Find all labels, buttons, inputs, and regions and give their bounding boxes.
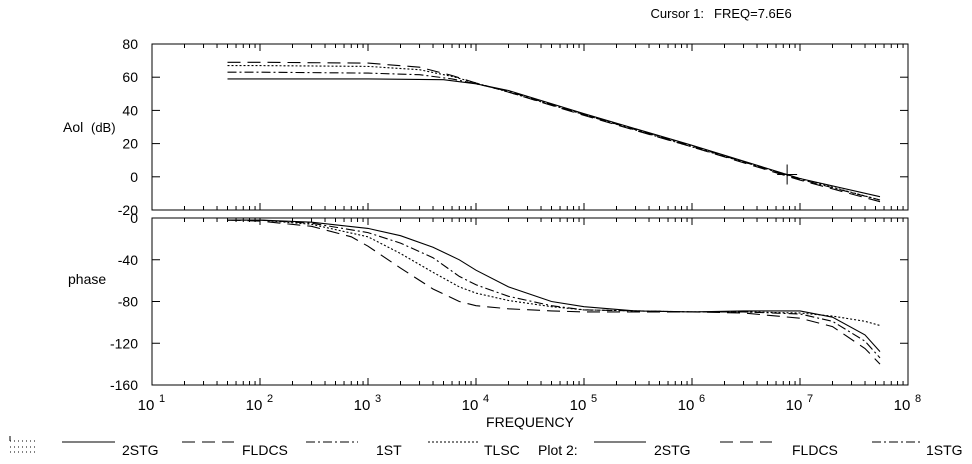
phase-y-tick-label: -80 <box>118 294 138 310</box>
phase-series-tlsc <box>227 219 881 327</box>
x-tick-label: 10 <box>138 397 155 414</box>
x-tick-label: 10 <box>894 397 911 414</box>
gain-y-tick-labels: 80 60 40 20 0 -20 <box>118 36 138 218</box>
x-tick-exponent: 6 <box>699 393 705 405</box>
legend: 2STG FLDCS 1ST TLSC Plot 2: 2STG FLDCS 1… <box>9 436 963 458</box>
phase-panel: 0 -40 -80 -120 -160 phase 10 1 10 2 10 3 10 4 10 5 10 6… <box>68 210 921 430</box>
gain-series-fldcs <box>227 61 881 203</box>
cursor-readout: FREQ=7.6E6 <box>714 6 792 21</box>
cursor-crosshair <box>777 164 798 185</box>
phase-ylabel: phase <box>68 271 106 287</box>
cursor-label: Cursor 1: <box>651 6 704 21</box>
x-tick-exponent: 7 <box>807 393 813 405</box>
phase-y-tick-label: -120 <box>110 335 138 351</box>
legend-plot2-label: Plot 2: <box>538 442 578 458</box>
legend-label-plot2-fldcs: FLDCS <box>792 442 838 458</box>
gain-y-tick-label: 40 <box>122 102 138 118</box>
legend-label-tlsc: TLSC <box>484 442 520 458</box>
gain-y-tick-label: 60 <box>122 69 138 85</box>
x-tick-exponent: 1 <box>159 393 165 405</box>
x-tick-exponent: 3 <box>375 393 381 405</box>
legend-label-plot2-1stg: 1STG <box>926 442 963 458</box>
gain-y-tick-label: 80 <box>122 36 138 52</box>
phase-y-tick-labels: 0 -40 -80 -120 -160 <box>110 210 138 393</box>
x-tick-exponent: 5 <box>591 393 597 405</box>
legend-label-plot2-2stg: 2STG <box>654 442 691 458</box>
x-tick-exponent: 2 <box>267 393 273 405</box>
phase-series-1st <box>227 219 881 359</box>
phase-y-tick-label: -160 <box>110 377 138 393</box>
gain-ylabel-unit: (dB) <box>91 120 116 135</box>
legend-stipple-icon <box>9 436 35 453</box>
x-tick-label: 10 <box>462 397 479 414</box>
gain-series-1st <box>227 71 881 201</box>
x-axis-label: FREQUENCY <box>486 414 575 430</box>
gain-y-tick-label: 20 <box>122 136 138 152</box>
gain-plot-frame <box>151 43 909 211</box>
gain-ticks <box>152 43 908 211</box>
x-tick-label: 10 <box>786 397 803 414</box>
phase-series-lines <box>227 219 881 365</box>
x-tick-exponent: 8 <box>915 393 921 405</box>
legend-label-2stg: 2STG <box>122 442 159 458</box>
gain-panel: 80 60 40 20 0 -20 Aol (dB) <box>63 36 909 218</box>
x-tick-labels: 10 1 10 2 10 3 10 4 10 5 10 6 10 7 10 8 <box>138 393 921 414</box>
x-tick-label: 10 <box>354 397 371 414</box>
phase-y-tick-label: -40 <box>118 252 138 268</box>
phase-ticks <box>152 217 908 386</box>
legend-label-fldcs: FLDCS <box>242 442 288 458</box>
phase-series-fldcs <box>227 219 881 365</box>
gain-y-tick-label: -20 <box>118 202 138 218</box>
x-tick-label: 10 <box>570 397 587 414</box>
gain-y-tick-label: 0 <box>130 169 138 185</box>
phase-series-2stg <box>227 219 881 352</box>
gain-series-2stg <box>227 78 881 198</box>
gain-series-lines <box>227 61 881 203</box>
phase-y-tick-label: 0 <box>130 210 138 226</box>
x-tick-label: 10 <box>678 397 695 414</box>
legend-label-1st: 1ST <box>376 442 402 458</box>
x-tick-exponent: 4 <box>483 393 489 405</box>
x-tick-label: 10 <box>246 397 263 414</box>
gain-ylabel: Aol <box>63 119 83 135</box>
gain-series-tlsc <box>227 65 881 201</box>
